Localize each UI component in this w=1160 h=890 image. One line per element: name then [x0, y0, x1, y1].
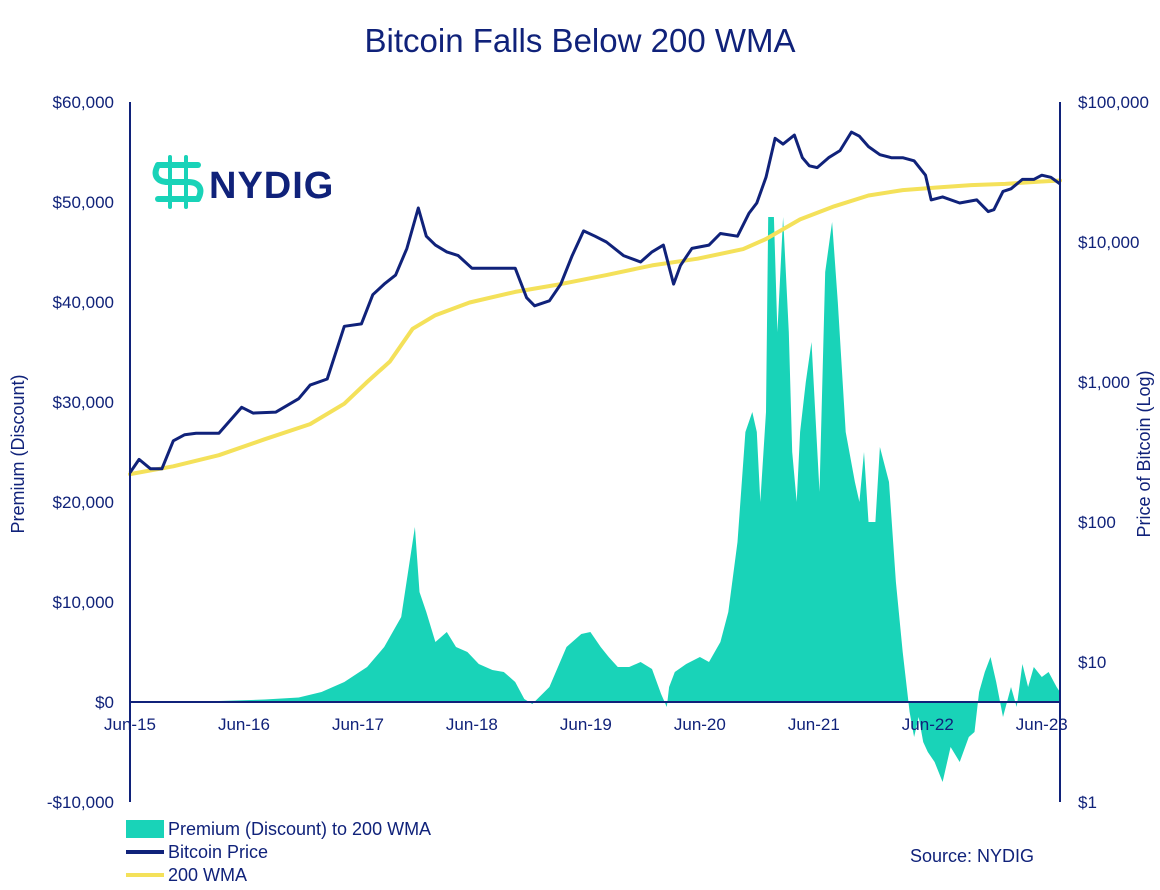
wma-200-line — [128, 178, 1062, 477]
nydig-logo: NYDIG — [152, 155, 334, 209]
legend-swatch-area — [126, 820, 164, 838]
legend: Premium (Discount) to 200 WMA Bitcoin Pri… — [126, 819, 431, 885]
legend-label: Bitcoin Price — [168, 842, 268, 862]
x-tick-label: Jun-16 — [218, 715, 270, 734]
left-tick-label: $40,000 — [53, 293, 114, 312]
premium-area — [130, 217, 1060, 782]
left-tick-label: $60,000 — [53, 93, 114, 112]
chart-title: Bitcoin Falls Below 200 WMA — [365, 22, 796, 59]
legend-label: Premium (Discount) to 200 WMA — [168, 819, 431, 839]
right-tick-label: $100 — [1078, 513, 1116, 532]
left-tick-label: -$10,000 — [47, 793, 114, 812]
right-tick-label: $1,000 — [1078, 373, 1130, 392]
source-note: Source: NYDIG — [910, 846, 1034, 866]
x-tick-label: Jun-17 — [332, 715, 384, 734]
left-axis-title: Premium (Discount) — [8, 374, 28, 533]
right-axis-title: Price of Bitcoin (Log) — [1134, 370, 1154, 537]
left-tick-label: $30,000 — [53, 393, 114, 412]
left-tick-label: $10,000 — [53, 593, 114, 612]
x-tick-label: Jun-21 — [788, 715, 840, 734]
left-tick-label: $50,000 — [53, 193, 114, 212]
x-tick-label: Jun-20 — [674, 715, 726, 734]
right-tick-label: $10 — [1078, 653, 1106, 672]
x-tick-label: Jun-18 — [446, 715, 498, 734]
right-tick-label: $10,000 — [1078, 233, 1139, 252]
legend-label: 200 WMA — [168, 865, 247, 885]
left-tick-label: $0 — [95, 693, 114, 712]
x-tick-label: Jun-15 — [104, 715, 156, 734]
x-tick-label: Jun-19 — [560, 715, 612, 734]
x-tick-label: Jun-23 — [1016, 715, 1068, 734]
plot-area — [128, 130, 1062, 782]
x-tick-label: Jun-22 — [902, 715, 954, 734]
bitcoin-price-line — [128, 130, 1061, 474]
left-tick-label: $20,000 — [53, 493, 114, 512]
axes: -$10,000 $0 $10,000 $20,000 $30,000 $40,000 $5… — [47, 93, 1149, 812]
right-tick-label: $1 — [1078, 793, 1097, 812]
nydig-logo-icon — [152, 155, 204, 209]
logo-text: NYDIG — [209, 165, 334, 207]
right-tick-label: $100,000 — [1078, 93, 1149, 112]
